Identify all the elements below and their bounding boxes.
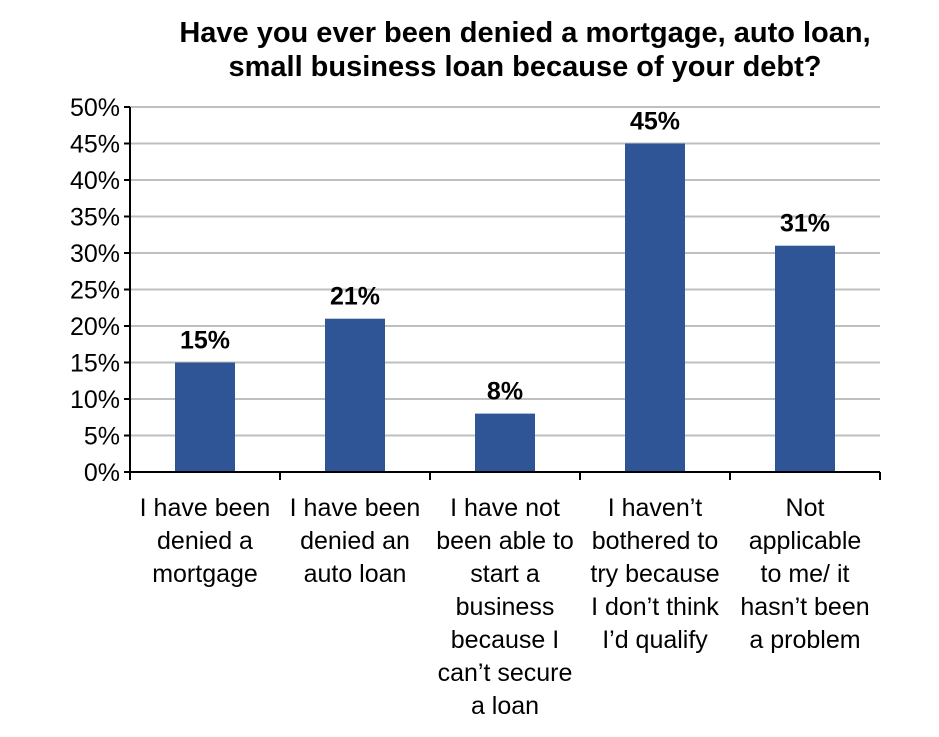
y-tick-label: 5% <box>84 423 120 451</box>
chart-title: Have you ever been denied a mortgage, au… <box>179 17 871 83</box>
x-category-label: I have been <box>290 494 421 522</box>
y-tick-label: 50% <box>70 94 120 122</box>
x-category-label: hasn’t been <box>740 593 869 621</box>
x-category-label: a loan <box>471 692 539 720</box>
y-tick-label: 35% <box>70 204 120 232</box>
data-label: 31% <box>780 210 830 238</box>
x-category-label: because I <box>451 626 559 654</box>
x-category-label: denied a <box>157 527 253 555</box>
data-label: 45% <box>630 108 680 136</box>
y-tick-label: 20% <box>70 313 120 341</box>
y-tick-label: 40% <box>70 167 120 195</box>
x-category-label: Not <box>786 494 825 522</box>
data-label: 21% <box>330 283 380 311</box>
x-category-label: auto loan <box>304 560 407 588</box>
x-category-label: mortgage <box>152 560 258 588</box>
x-category-label: been able to <box>436 527 574 555</box>
bar <box>625 143 685 472</box>
bar <box>175 362 235 472</box>
axes <box>124 106 881 480</box>
x-category-label: try because <box>590 560 719 588</box>
x-category-label: to me/ it <box>761 560 850 588</box>
x-category-label: I have not <box>450 494 560 522</box>
bar <box>325 318 385 472</box>
x-category-label: I haven’t <box>608 494 703 522</box>
x-category-label: business <box>456 593 555 621</box>
x-category-label: start a <box>470 560 540 588</box>
y-tick-label: 10% <box>70 386 120 414</box>
labels: 0% 5% 10% 15% 20% 25% 30% 35% 40% 45% 50% 15% I have… <box>70 94 870 720</box>
bars <box>175 143 835 472</box>
data-label: 15% <box>180 327 230 355</box>
gridlines <box>130 106 880 437</box>
x-category-label: I have been <box>140 494 271 522</box>
x-category-label: can’t secure <box>438 659 573 687</box>
y-tick-label: 0% <box>84 459 120 487</box>
x-category-label: bothered to <box>592 527 719 555</box>
data-label: 8% <box>487 378 523 406</box>
y-tick-label: 15% <box>70 350 120 378</box>
y-tick-label: 45% <box>70 131 120 159</box>
x-category-label: applicable <box>749 527 862 555</box>
x-category-label: I don’t think <box>591 593 719 621</box>
bar <box>775 245 835 472</box>
bar <box>475 413 535 472</box>
x-category-label: denied an <box>300 527 410 555</box>
y-tick-label: 30% <box>70 240 120 268</box>
y-tick-label: 25% <box>70 277 120 305</box>
x-category-label: a problem <box>749 626 860 654</box>
x-category-label: I’d qualify <box>602 626 708 654</box>
